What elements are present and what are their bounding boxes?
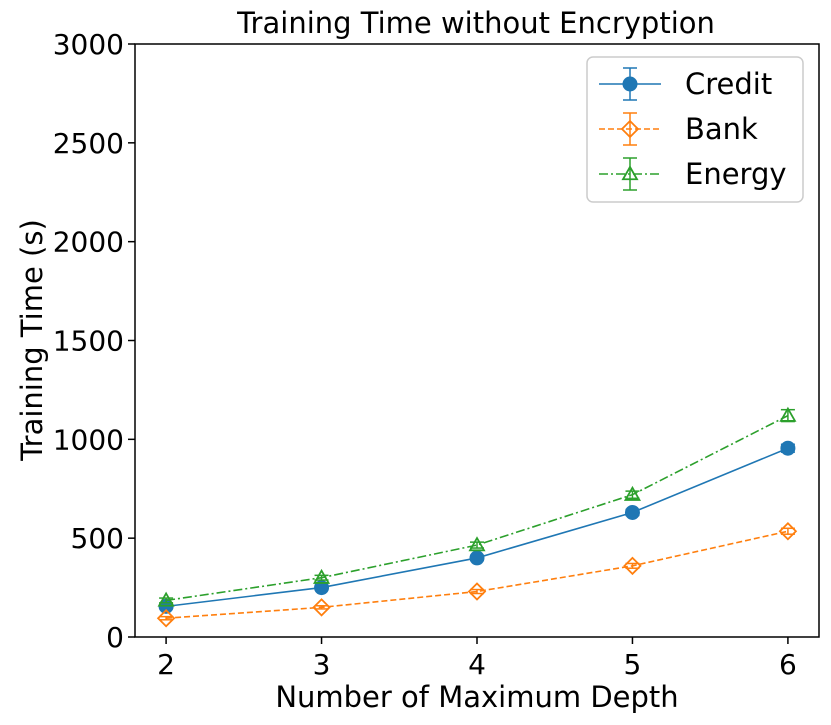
- legend-label-bank: Bank: [685, 112, 758, 146]
- legend-item-energy: Energy: [599, 157, 787, 191]
- point-bank-2: [156, 608, 176, 628]
- errorbar-energy-5: [625, 490, 640, 499]
- y-tick-label: 3000: [53, 28, 124, 61]
- x-tick-label: 6: [779, 648, 797, 681]
- chart-title: Training Time without Encryption: [236, 6, 715, 40]
- point-bank-5: [623, 556, 642, 576]
- y-tick-label: 1500: [53, 325, 124, 358]
- point-energy-3: [312, 568, 331, 584]
- point-energy-6: [779, 406, 797, 422]
- series-line-bank: [166, 530, 789, 620]
- x-tick-label: 5: [624, 648, 642, 681]
- x-axis: 2 3 4 5 6: [157, 637, 797, 681]
- legend-item-credit: Credit: [599, 67, 772, 101]
- point-bank-6: [778, 521, 798, 541]
- legend-errorbar-energy: [623, 157, 637, 191]
- legend-label-energy: Energy: [685, 157, 787, 191]
- legend-label-credit: Credit: [685, 67, 772, 101]
- errorbar-bank-3: [314, 605, 329, 610]
- legend-errorbar-bank: [623, 112, 637, 146]
- point-energy-2: [157, 591, 175, 607]
- point-credit-6: [780, 440, 796, 456]
- x-axis-title: Number of Maximum Depth: [275, 680, 678, 714]
- y-tick-label: 2500: [53, 127, 124, 160]
- point-bank-3: [312, 598, 331, 617]
- y-tick-label: 2000: [53, 226, 124, 259]
- point-bank-4: [467, 582, 487, 601]
- legend-marker-energy: [621, 165, 639, 181]
- legend-box: [586, 56, 804, 203]
- y-tick-label: 1000: [53, 423, 124, 456]
- x-tick-label: 3: [313, 648, 331, 681]
- plot-area: [156, 406, 798, 628]
- y-axis-title: Training Time (s): [15, 219, 49, 462]
- point-energy-5: [623, 485, 642, 501]
- point-energy-4: [468, 536, 486, 552]
- series-bank: [156, 521, 798, 628]
- point-credit-5: [624, 504, 640, 520]
- y-axis: 0 500 1000 1500 2000 2500 3000: [53, 28, 135, 654]
- series-line-energy: [165, 414, 789, 602]
- errorbar-bank-4: [470, 588, 484, 595]
- x-tick-label: 2: [157, 648, 175, 681]
- legend-item-bank: Bank: [599, 112, 758, 146]
- y-tick-label: 0: [106, 621, 124, 654]
- y-tick-label: 500: [71, 522, 124, 555]
- legend: Credit Bank Energy: [586, 56, 804, 203]
- legend-marker-bank: [620, 119, 640, 139]
- legend-marker-credit: [622, 76, 638, 92]
- point-credit-4: [469, 550, 485, 566]
- series-energy: [157, 406, 797, 607]
- errorbar-bank-2: [159, 615, 174, 621]
- x-tick-label: 4: [468, 648, 486, 681]
